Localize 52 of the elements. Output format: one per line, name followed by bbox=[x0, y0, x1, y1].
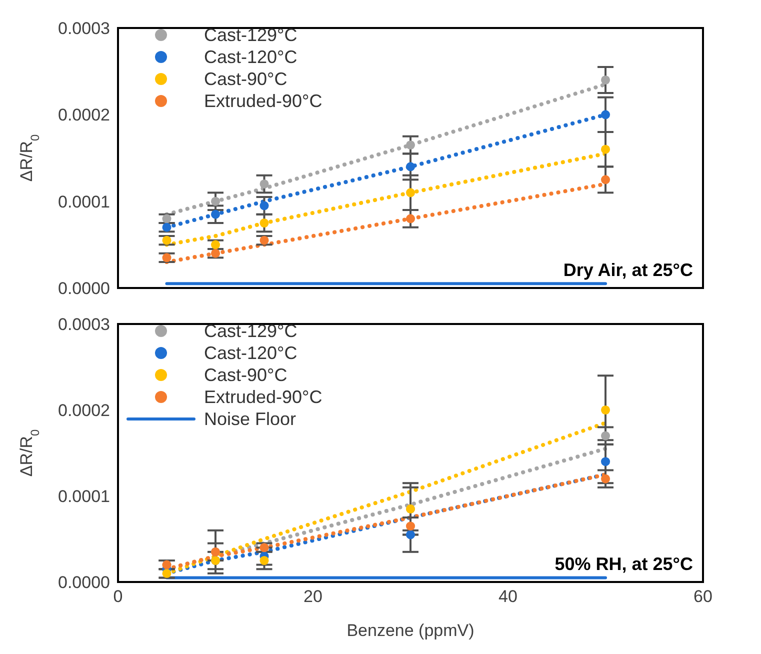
point bbox=[210, 196, 220, 206]
legend-label: Cast-90°C bbox=[204, 68, 288, 90]
y-tick-label: 0.0000 bbox=[58, 279, 110, 298]
point bbox=[162, 222, 172, 232]
point bbox=[600, 144, 610, 154]
point bbox=[406, 530, 416, 540]
annotation: 50% RH, at 25°C bbox=[554, 554, 693, 574]
y-tick-label: 0.0001 bbox=[58, 487, 110, 506]
point bbox=[406, 522, 416, 531]
point bbox=[162, 253, 172, 262]
point bbox=[162, 214, 172, 224]
point bbox=[260, 556, 269, 566]
point bbox=[600, 110, 610, 120]
point bbox=[210, 248, 220, 258]
point bbox=[600, 431, 610, 440]
point bbox=[260, 201, 269, 210]
legend-label: Cast-120°C bbox=[204, 342, 298, 364]
x-axis-title: Benzene (ppmV) bbox=[346, 621, 474, 640]
legend-label: Cast-120°C bbox=[204, 46, 298, 68]
point bbox=[406, 188, 416, 198]
legend-label: Cast-90°C bbox=[204, 364, 288, 386]
legend-label: Cast-129°C bbox=[204, 24, 298, 46]
point bbox=[260, 236, 269, 245]
legend-label: Extruded-90°C bbox=[204, 386, 322, 408]
point bbox=[260, 218, 269, 228]
point bbox=[600, 175, 610, 184]
annotation: Dry Air, at 25°C bbox=[563, 260, 693, 280]
point bbox=[260, 179, 269, 189]
point bbox=[162, 236, 172, 245]
point bbox=[406, 140, 416, 150]
point bbox=[406, 162, 416, 172]
point bbox=[600, 405, 610, 415]
legend-label: Cast-129°C bbox=[204, 320, 298, 342]
y-tick-label: 0.0001 bbox=[58, 192, 110, 212]
point bbox=[600, 457, 610, 466]
point bbox=[406, 214, 416, 224]
legend-label: Extruded-90°C bbox=[204, 90, 322, 112]
y-tick-label: 0.0002 bbox=[58, 106, 110, 125]
x-tick-label: 20 bbox=[304, 587, 322, 606]
legend-label: Noise Floor bbox=[204, 408, 296, 430]
point bbox=[600, 474, 610, 484]
point bbox=[162, 568, 172, 578]
x-tick-label: 60 bbox=[694, 587, 712, 606]
y-tick-label: 0.0003 bbox=[58, 19, 110, 38]
y-tick-label: 0.0000 bbox=[58, 573, 110, 592]
point bbox=[210, 210, 220, 219]
x-tick-label: 40 bbox=[498, 587, 518, 606]
y-tick-label: 0.0003 bbox=[58, 315, 110, 334]
x-tick-label: 0 bbox=[113, 587, 123, 606]
point bbox=[210, 240, 220, 250]
y-tick-label: 0.0002 bbox=[58, 401, 110, 420]
point bbox=[600, 75, 610, 85]
